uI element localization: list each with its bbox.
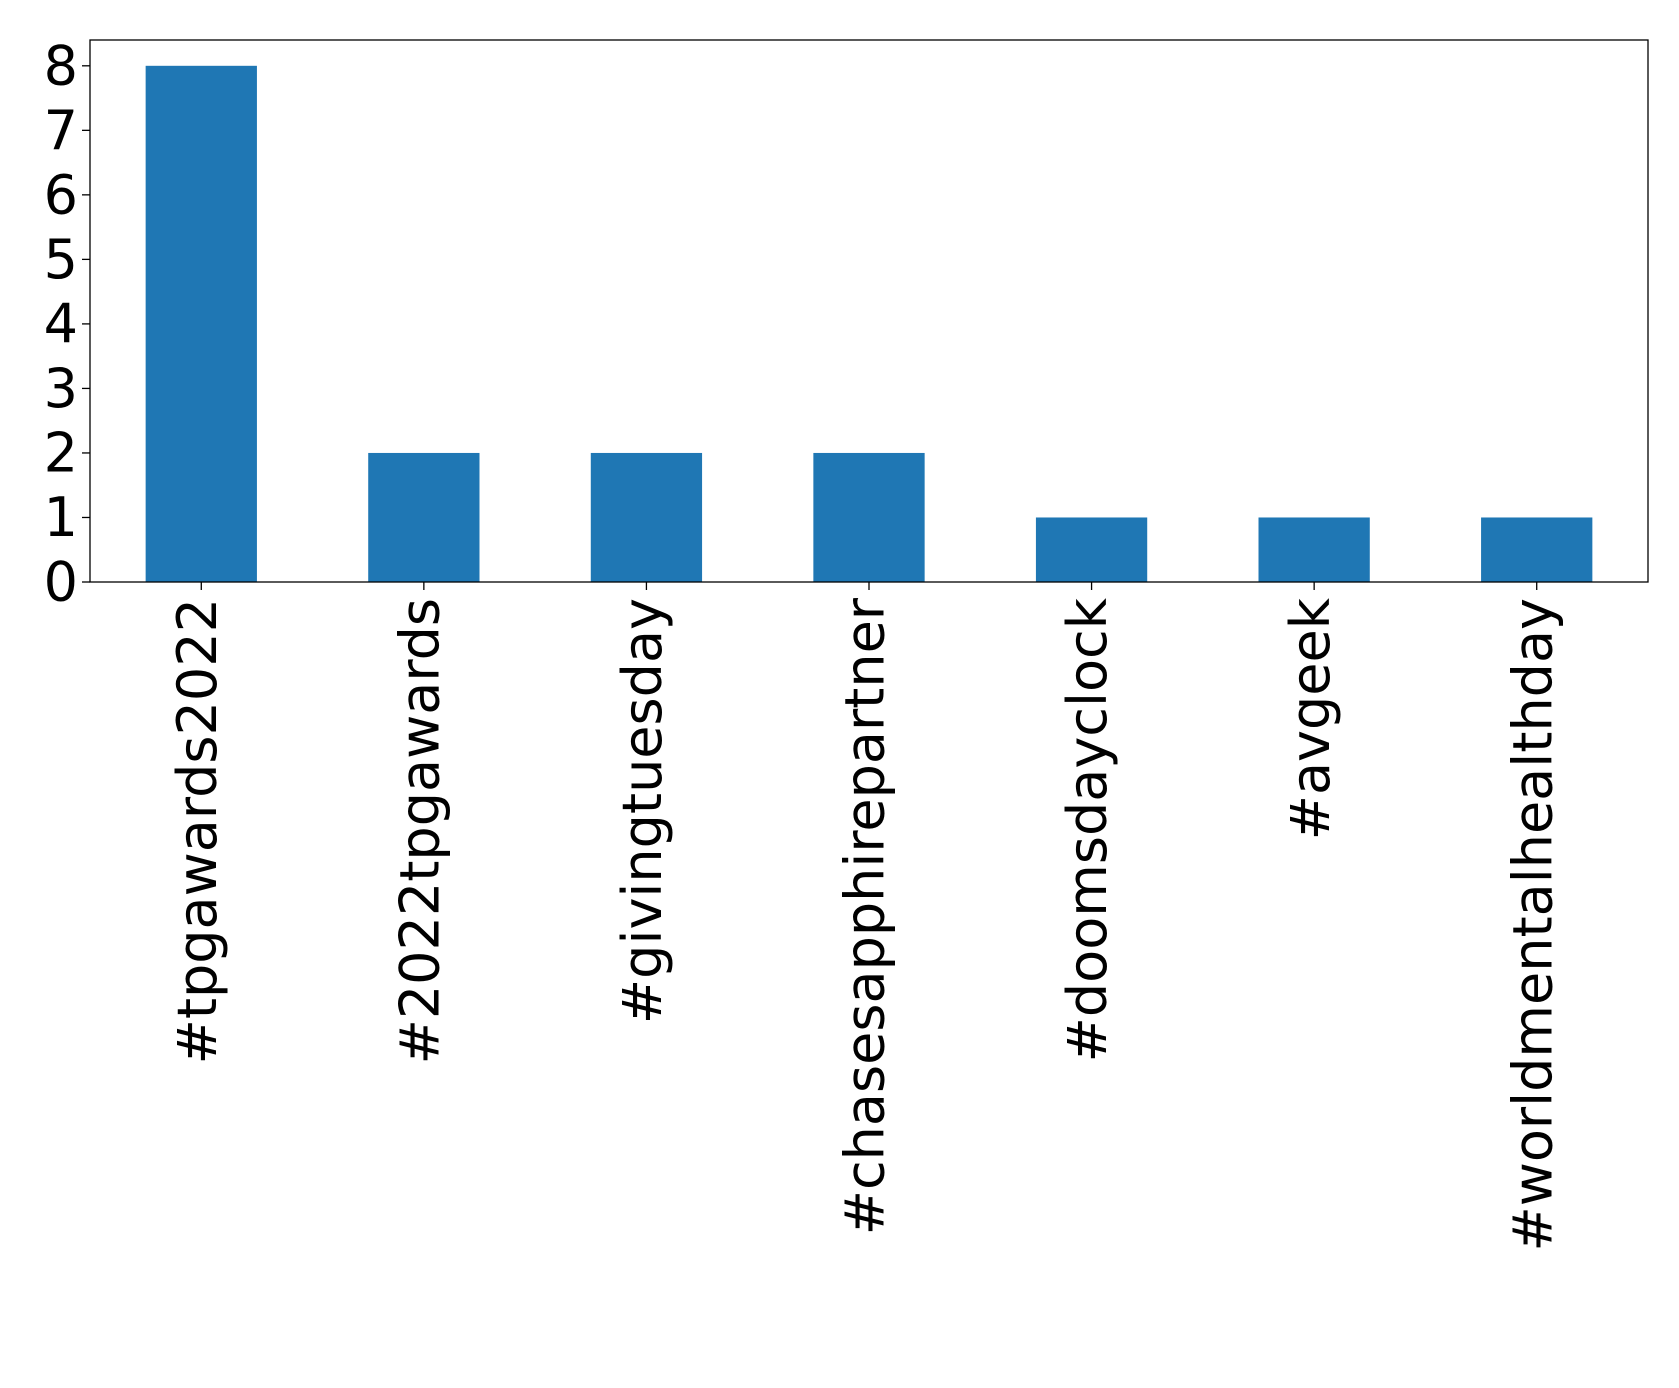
bar-6 bbox=[1481, 517, 1593, 582]
bar-5 bbox=[1258, 517, 1370, 582]
y-tick-label: 2 bbox=[44, 421, 78, 484]
x-tick-label: #chasesapphirepartner bbox=[834, 597, 897, 1235]
y-tick-label: 1 bbox=[44, 486, 78, 549]
y-tick-label: 4 bbox=[44, 292, 78, 355]
x-tick-label: #2022tpgawards bbox=[388, 598, 451, 1064]
bars-layer bbox=[145, 65, 1593, 583]
bar-2 bbox=[590, 452, 703, 582]
x-tick-label: #worldmentalhealthday bbox=[1501, 598, 1564, 1252]
x-tick-label: #doomsdayclock bbox=[1056, 597, 1119, 1062]
y-tick-label: 5 bbox=[44, 228, 78, 291]
plot-frame bbox=[89, 39, 1649, 583]
bar-0 bbox=[145, 65, 257, 583]
y-tick-label: 8 bbox=[44, 34, 78, 97]
y-tick-label: 7 bbox=[44, 99, 78, 162]
y-tick-label: 0 bbox=[44, 551, 78, 614]
y-tick-label: 6 bbox=[44, 163, 78, 226]
x-tick-label: #avgeek bbox=[1279, 597, 1342, 840]
x-axis: #tpgawards2022 #2022tpgawards #givingtuesd… bbox=[166, 582, 1564, 1252]
bar-3 bbox=[813, 452, 925, 582]
bar-1 bbox=[368, 452, 480, 582]
y-tick-label: 3 bbox=[44, 357, 78, 420]
x-tick-label: #givingtuesday bbox=[611, 598, 674, 1024]
bar-4 bbox=[1035, 517, 1148, 582]
x-tick-label: #tpgawards2022 bbox=[166, 598, 229, 1064]
